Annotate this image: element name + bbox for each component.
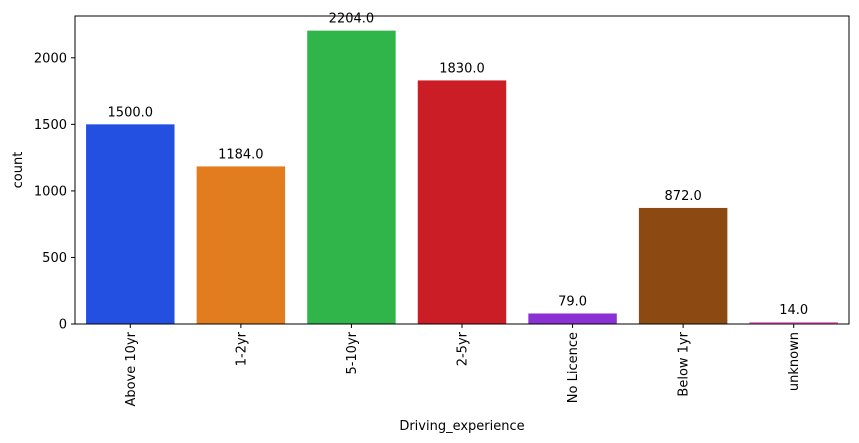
value-label-0: 1500.0: [108, 105, 154, 120]
y-axis-label: count: [11, 152, 26, 189]
value-label-3: 1830.0: [439, 61, 485, 76]
value-label-1: 1184.0: [218, 147, 264, 162]
bar-3: [417, 80, 507, 324]
x-axis-label: Driving_experience: [399, 419, 524, 434]
value-label-2: 2204.0: [329, 12, 375, 27]
bars-group: [86, 30, 838, 324]
bar-5: [638, 207, 728, 324]
x-tick-label-6: unknown: [787, 332, 802, 391]
x-tick-label-4: No Licence: [566, 332, 581, 403]
x-tick-label-5: Below 1yr: [677, 331, 692, 396]
bar-0: [86, 124, 175, 324]
bar-4: [528, 313, 617, 324]
value-label-6: 14.0: [779, 303, 808, 318]
value-label-4: 79.0: [558, 294, 587, 309]
y-tick-label-3: 1500: [34, 118, 67, 133]
y-tick-label-0: 0: [59, 318, 67, 333]
y-tick-label-2: 1000: [34, 184, 67, 199]
x-tick-label-2: 5-10yr: [345, 331, 360, 374]
y-tick-label-4: 2000: [34, 51, 67, 66]
y-tick-label-1: 500: [42, 251, 67, 266]
bar-1: [196, 166, 286, 324]
bar-2: [307, 30, 396, 324]
x-tick-label-3: 2-5yr: [456, 331, 471, 366]
value-label-5: 872.0: [665, 189, 702, 204]
x-tick-label-1: 1-2yr: [234, 331, 249, 366]
bar-6: [749, 322, 838, 324]
y-axis: 0 500 1000 1500 2000: [34, 51, 75, 333]
x-axis: Above 10yr 1-2yr 5-10yr 2-5yr No Licence Belo…: [124, 324, 802, 407]
value-labels-group: 1500.0 1184.0 2204.0 1830.0 79.0 872.0 14.0: [108, 12, 809, 318]
x-tick-label-0: Above 10yr: [124, 331, 139, 406]
